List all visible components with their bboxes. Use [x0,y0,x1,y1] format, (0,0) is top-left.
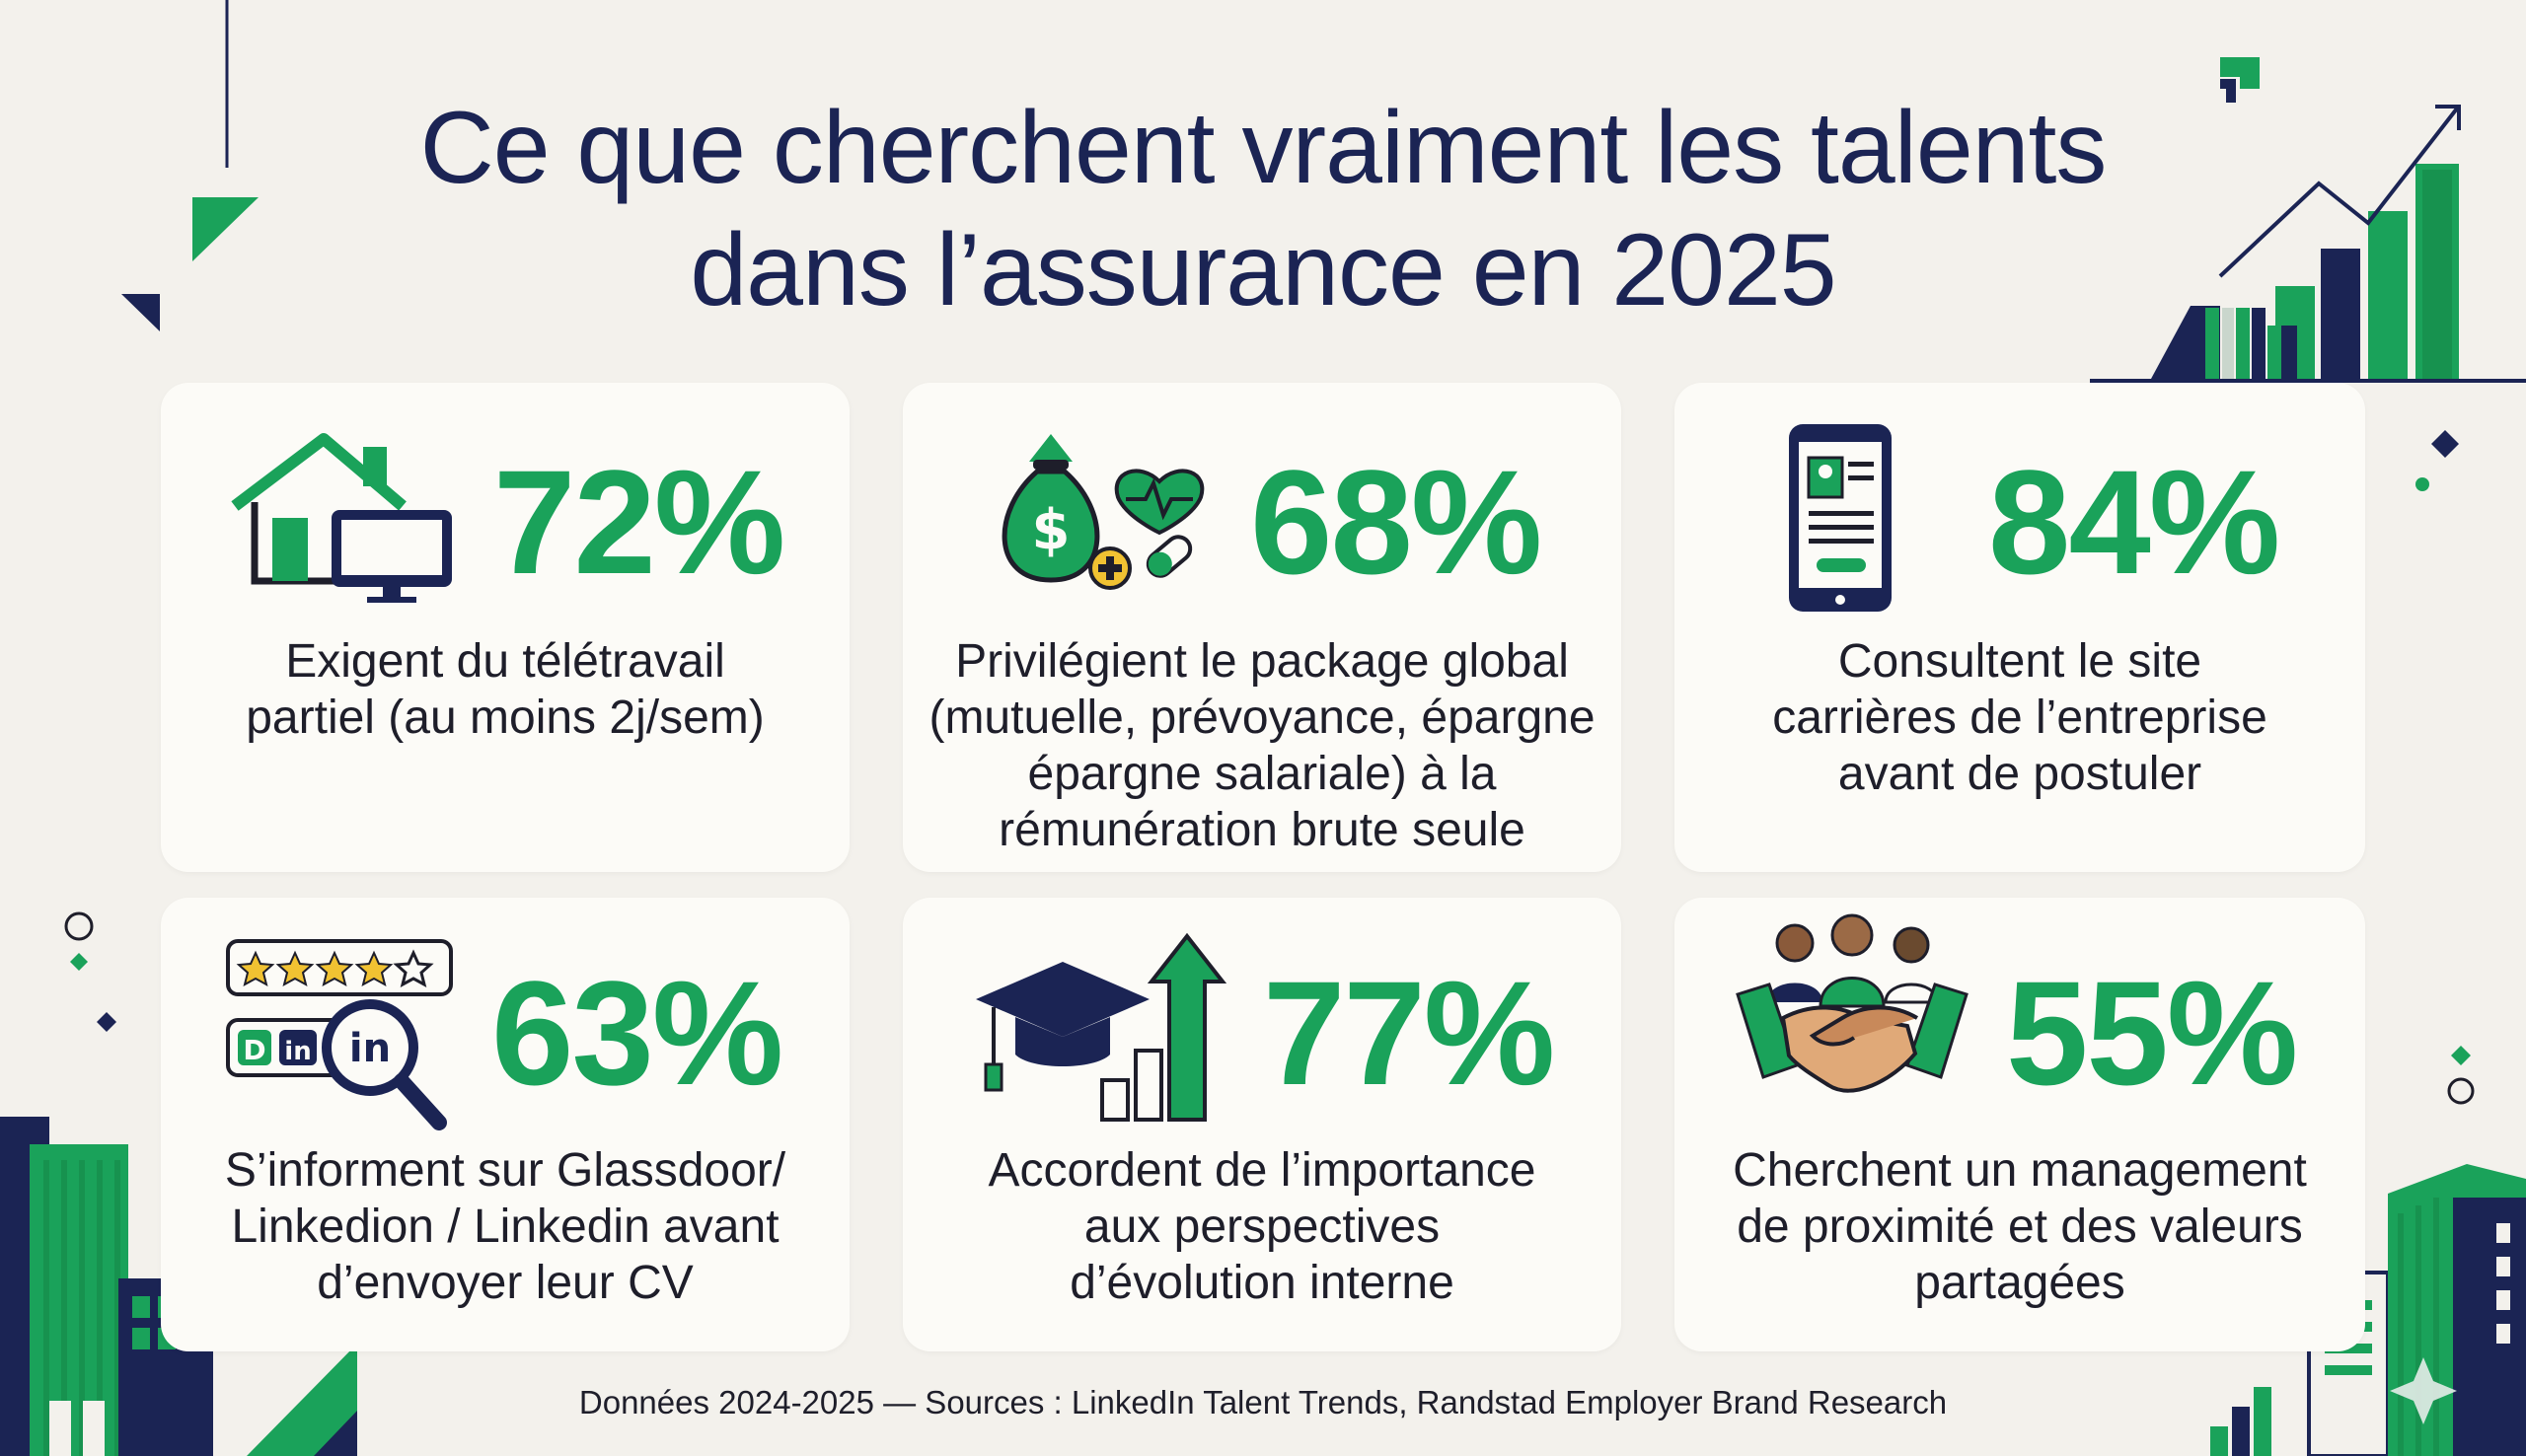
svg-text:$: $ [1032,498,1071,562]
source-footnote: Données 2024-2025 — Sources : LinkedIn T… [578,1384,1948,1420]
title-line-1: Ce que cherchent vraiment les talents [419,91,2108,205]
desc-line: Accordent de l’importance [988,1144,1536,1197]
stat-value: 77% [1263,950,1555,1116]
desc-line: aux perspectives [1083,1201,1441,1253]
desc-line: (mutuelle, prévoyance, épargne [929,692,1596,744]
money-bag-health-icon: $ [1002,434,1205,590]
desc-line: partagées [1914,1257,2125,1309]
stat-card-reviews-research: D in in 63% S’informent sur Glassdoor/ L… [161,898,850,1351]
reviews-linkedin-search-icon: D in in [226,939,453,1130]
stat-description: Cherchent un management de proximité et … [1674,1142,2365,1311]
linkedin-glyph: in [284,1037,311,1066]
desc-line: Privilégient le package global [955,635,1569,688]
stat-description: S’informent sur Glassdoor/ Linkedion / L… [161,1142,850,1311]
desc-line: épargne salariale) à la [1027,748,1497,800]
desc-line: de proximité et des valeurs [1737,1201,2303,1253]
graduation-cap-growth-icon [976,932,1227,1122]
title-line-2: dans l’assurance en 2025 [690,213,1836,328]
desc-line: Exigent du télétravail [285,635,725,688]
smartphone-profile-icon [1789,424,1892,612]
desc-line: Cherchent un management [1733,1144,2307,1197]
stat-description: Exigent du télétravail partiel (au moins… [161,633,850,746]
stat-description: Accordent de l’importance aux perspectiv… [903,1142,1621,1311]
desc-line: d’envoyer leur CV [317,1257,694,1309]
page-title: Ce que cherchent vraiment les talents da… [0,87,2526,331]
desc-line: S’informent sur Glassdoor/ [224,1144,786,1197]
stat-value: 72% [493,439,785,605]
stat-card-benefits-package: $ 68% Privilégient le package global (mu… [903,383,1621,872]
desc-line: avant de postuler [1837,748,2202,800]
stat-card-careers-site: 84% Consultent le site carrières de l’en… [1674,383,2365,872]
house-computer-icon [231,433,452,603]
handshake-team-icon [1736,913,1969,1093]
desc-line: d’évolution interne [1070,1257,1454,1309]
desc-line: carrières de l’entreprise [1772,692,2267,744]
stat-card-career-growth: 77% Accordent de l’importance aux perspe… [903,898,1621,1351]
desc-line: Linkedion / Linkedin avant [231,1201,780,1253]
linkedin-glyph-large: in [349,1026,391,1071]
stat-value: 55% [2006,950,2298,1116]
stat-description: Privilégient le package global (mutuelle… [903,633,1621,858]
stat-description: Consultent le site carrières de l’entrep… [1674,633,2365,802]
desc-line: Consultent le site [1837,635,2202,688]
stat-value: 84% [1988,439,2280,605]
stat-card-management-values: 55% Cherchent un management de proximité… [1674,898,2365,1351]
stat-value: 68% [1250,439,1542,605]
desc-line: partiel (au moins 2j/sem) [246,692,765,744]
stat-card-remote-work: 72% Exigent du télétravail partiel (au m… [161,383,850,872]
stat-value: 63% [491,950,783,1116]
desc-line: rémunération brute seule [999,804,1525,856]
glassdoor-glyph: D [243,1034,265,1066]
